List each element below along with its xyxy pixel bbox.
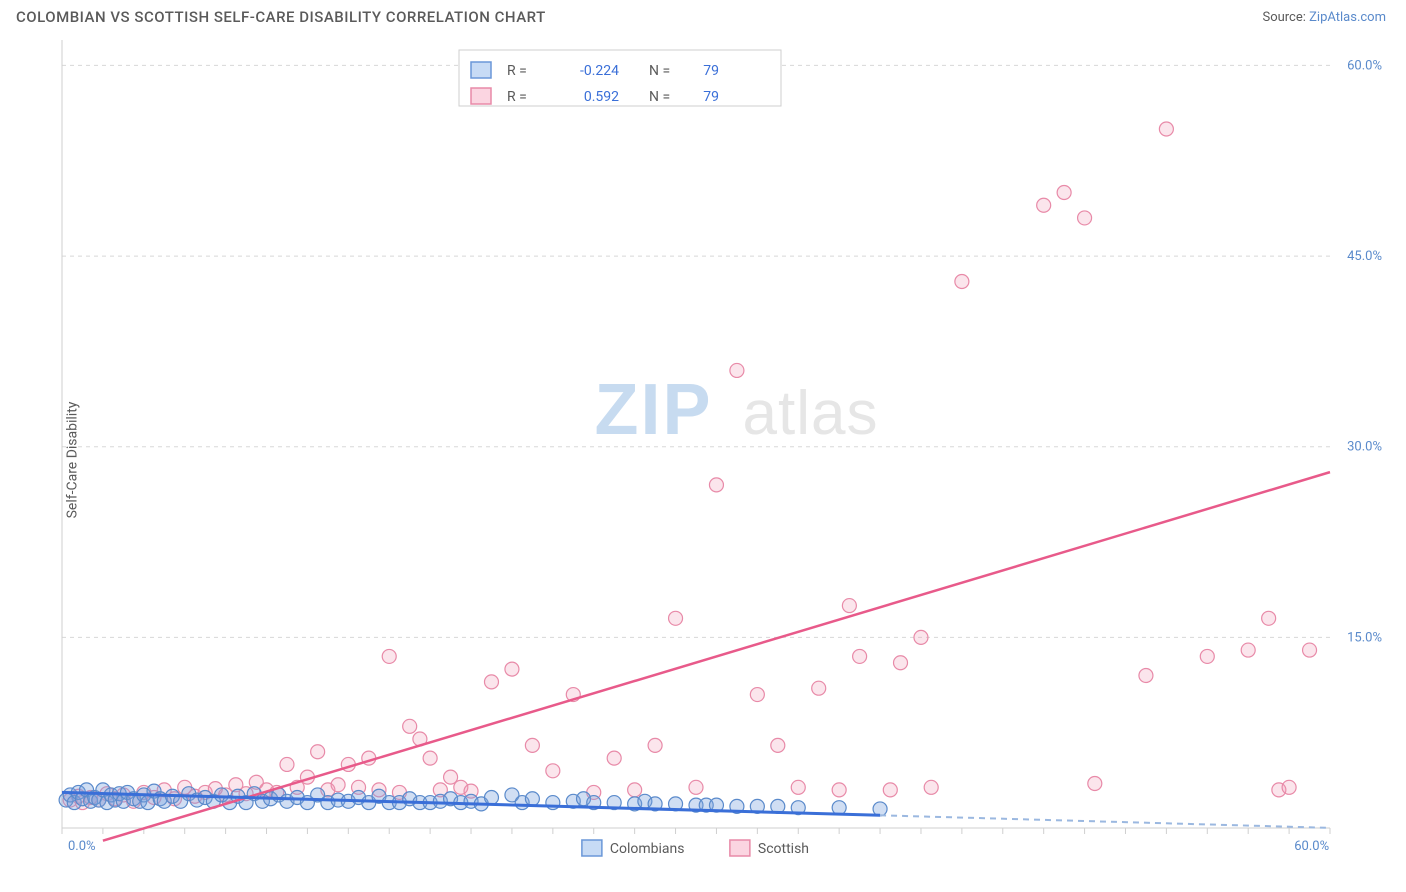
scatter-point-pink xyxy=(689,780,703,794)
regression-line-pink xyxy=(103,472,1330,841)
legend-swatch-blue xyxy=(582,840,602,856)
scatter-point-pink xyxy=(669,611,683,625)
watermark-atlas: atlas xyxy=(743,379,879,448)
y-tick-label: 30.0% xyxy=(1347,440,1382,455)
scatter-point-pink xyxy=(423,751,437,765)
scatter-point-pink xyxy=(1200,649,1214,663)
scatter-point-pink xyxy=(1037,198,1051,212)
legend-series-label: Colombians xyxy=(610,841,685,857)
y-axis-label: Self-Care Disability xyxy=(64,402,80,519)
y-tick-label: 60.0% xyxy=(1347,58,1382,73)
scatter-point-pink xyxy=(832,783,846,797)
chart-container: Self-Care Disability 15.0% 30.0% 45.0% 60.0… xyxy=(16,40,1390,880)
scatter-point-pink xyxy=(484,675,498,689)
scatter-point-pink xyxy=(546,764,560,778)
scatter-point-pink xyxy=(311,745,325,759)
legend-r-value: 0.592 xyxy=(584,89,619,105)
legend-n-label: N = xyxy=(649,63,670,79)
scatter-point-pink xyxy=(771,738,785,752)
legend-r-label: R = xyxy=(507,89,527,105)
legend-swatch-blue xyxy=(471,62,491,78)
watermark-zip: ZIP xyxy=(595,370,713,450)
legend-swatch-pink xyxy=(730,840,750,856)
y-tick-label: 15.0% xyxy=(1347,630,1382,645)
scatter-point-pink xyxy=(280,757,294,771)
scatter-point-pink xyxy=(382,649,396,663)
scatter-point-pink xyxy=(1303,643,1317,657)
scatter-point-pink xyxy=(853,649,867,663)
scatter-point-pink xyxy=(709,478,723,492)
scatter-point-pink xyxy=(331,778,345,792)
source-attribution: Source: ZipAtlas.com xyxy=(1262,10,1386,25)
scatter-point-pink xyxy=(648,738,662,752)
scatter-point-pink xyxy=(403,719,417,733)
scatter-point-pink xyxy=(842,599,856,613)
y-tick-label: 45.0% xyxy=(1347,249,1382,264)
legend-r-label: R = xyxy=(507,63,527,79)
scatter-point-pink xyxy=(1057,186,1071,200)
scatter-point-pink xyxy=(525,738,539,752)
scatter-point-pink xyxy=(914,630,928,644)
scatter-point-pink xyxy=(1282,780,1296,794)
x-tick-label: 0.0% xyxy=(68,839,96,854)
scatter-point-pink xyxy=(1159,122,1173,136)
header: COLOMBIAN VS SCOTTISH SELF-CARE DISABILI… xyxy=(0,0,1406,34)
scatter-point-pink xyxy=(791,780,805,794)
scatter-point-pink xyxy=(1241,643,1255,657)
scatter-point-pink xyxy=(883,783,897,797)
legend-n-value: 79 xyxy=(703,89,719,105)
x-tick-label: 60.0% xyxy=(1294,839,1329,854)
scatter-point-pink xyxy=(1139,668,1153,682)
legend-series-label: Scottish xyxy=(758,841,809,857)
legend-swatch-pink xyxy=(471,88,491,104)
correlation-scatter-chart: 15.0% 30.0% 45.0% 60.0% ZIP atlas 0.0% 60.0% R =… xyxy=(16,40,1390,880)
source-link[interactable]: ZipAtlas.com xyxy=(1309,10,1386,25)
scatter-point-pink xyxy=(1088,777,1102,791)
legend-n-value: 79 xyxy=(703,63,719,79)
scatter-point-pink xyxy=(812,681,826,695)
scatter-point-blue xyxy=(484,790,498,804)
source-prefix: Source: xyxy=(1262,10,1309,25)
scatter-point-pink xyxy=(894,656,908,670)
scatter-point-pink xyxy=(628,783,642,797)
scatter-point-pink xyxy=(924,780,938,794)
scatter-point-pink xyxy=(955,274,969,288)
scatter-point-pink xyxy=(1078,211,1092,225)
scatter-point-pink xyxy=(1262,611,1276,625)
chart-title: COLOMBIAN VS SCOTTISH SELF-CARE DISABILI… xyxy=(16,8,546,26)
scatter-point-pink xyxy=(730,363,744,377)
scatter-point-pink xyxy=(505,662,519,676)
legend-n-label: N = xyxy=(649,89,670,105)
regression-extrapolation-blue xyxy=(880,815,1330,828)
scatter-point-pink xyxy=(607,751,621,765)
scatter-point-blue xyxy=(525,792,539,806)
scatter-point-pink xyxy=(750,688,764,702)
legend-r-value: -0.224 xyxy=(580,63,619,79)
